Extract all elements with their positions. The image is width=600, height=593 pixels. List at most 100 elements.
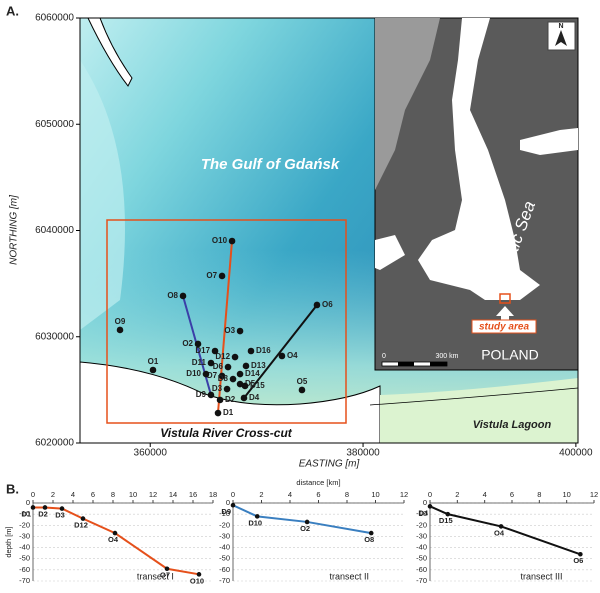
x-tick-label: 10 bbox=[562, 490, 570, 499]
station-label: D15 bbox=[250, 381, 265, 390]
y-tick-label: -40 bbox=[416, 543, 427, 552]
station bbox=[224, 363, 232, 371]
x-tick-label: 12 bbox=[590, 490, 598, 499]
y-tick-label: 6050000 bbox=[35, 119, 74, 130]
station-label: D17 bbox=[195, 346, 210, 355]
point-label: D9 bbox=[221, 507, 231, 516]
x-tick-label: 4 bbox=[288, 490, 292, 499]
chart-title: transect II bbox=[330, 571, 370, 581]
station bbox=[194, 340, 202, 348]
point-label: D2 bbox=[38, 509, 48, 518]
y-tick-label: 6040000 bbox=[35, 225, 74, 236]
point-label: O6 bbox=[573, 556, 583, 565]
station bbox=[240, 394, 248, 402]
inset-map bbox=[374, 17, 579, 371]
x-tick-label: 4 bbox=[483, 490, 487, 499]
y-tick-label: 0 bbox=[423, 498, 427, 507]
x-tick-label: 14 bbox=[169, 490, 177, 499]
station-label: D1 bbox=[223, 408, 234, 417]
x-tick-label: 10 bbox=[371, 490, 379, 499]
station-label: D3 bbox=[212, 384, 223, 393]
station bbox=[116, 326, 124, 334]
station-label: O1 bbox=[148, 357, 159, 366]
station-label: D8 bbox=[218, 374, 229, 383]
transect-line bbox=[243, 304, 318, 399]
station bbox=[241, 382, 249, 390]
x-tick-label: 6 bbox=[91, 490, 95, 499]
x-tick-label: 2 bbox=[51, 490, 55, 499]
station-label: D10 bbox=[186, 369, 201, 378]
station-label: D5 bbox=[245, 379, 256, 388]
y-tick-label: -30 bbox=[416, 531, 427, 540]
point-label: O10 bbox=[190, 576, 204, 585]
point-label: D15 bbox=[439, 516, 453, 525]
point bbox=[112, 530, 118, 536]
point bbox=[80, 516, 86, 521]
y-tick-label: -60 bbox=[19, 565, 30, 574]
x-tick-label: 12 bbox=[149, 490, 157, 499]
station bbox=[313, 301, 321, 309]
point-label: D10 bbox=[248, 518, 262, 527]
point bbox=[368, 530, 374, 536]
station bbox=[218, 372, 226, 380]
station-label: O10 bbox=[212, 236, 228, 245]
y-tick-label: -10 bbox=[219, 509, 230, 518]
box-label: Vistula River Cross-cut bbox=[160, 426, 293, 440]
scale-label: 300 km bbox=[436, 353, 459, 360]
x-tick-label: 8 bbox=[537, 490, 541, 499]
point-label: O2 bbox=[300, 524, 310, 533]
x-tick-label: 12 bbox=[400, 490, 408, 499]
station bbox=[228, 237, 236, 245]
x-tick-label: 2 bbox=[455, 490, 459, 499]
y-tick-label: -20 bbox=[219, 520, 230, 529]
x-tick-label: 0 bbox=[231, 490, 235, 499]
station bbox=[179, 292, 187, 300]
y-tick-label: -50 bbox=[19, 554, 30, 563]
station-label: D6 bbox=[213, 362, 224, 371]
x-tick-label: 2 bbox=[259, 490, 263, 499]
station bbox=[216, 396, 224, 404]
station bbox=[247, 347, 255, 355]
point-label: D3 bbox=[55, 511, 65, 520]
north-label: N bbox=[558, 23, 563, 30]
x-tick-label: 0 bbox=[31, 490, 35, 499]
point bbox=[230, 502, 236, 508]
point-label: D1 bbox=[21, 509, 31, 518]
y-tick-label: -10 bbox=[416, 509, 427, 518]
lagoon-label: Vistula Lagoon bbox=[473, 419, 552, 431]
chart-title: transect I bbox=[137, 571, 174, 581]
point-label: O4 bbox=[494, 528, 505, 537]
station-label: O8 bbox=[167, 291, 178, 300]
station-label: D4 bbox=[249, 393, 260, 402]
station bbox=[229, 375, 237, 383]
point-label: O7 bbox=[160, 571, 170, 580]
x-tick-label: 380000 bbox=[346, 448, 380, 459]
profile-line bbox=[429, 505, 581, 556]
gulf-label: The Gulf of Gdańsk bbox=[201, 156, 340, 173]
station bbox=[223, 385, 231, 393]
x-tick-label: 18 bbox=[209, 490, 217, 499]
y-tick-label: 6060000 bbox=[35, 13, 74, 24]
y-tick-label: -60 bbox=[219, 565, 230, 574]
y-tick-label: -30 bbox=[19, 531, 30, 540]
station-label: D7 bbox=[207, 371, 218, 380]
y-tick-label: 0 bbox=[226, 498, 230, 507]
x-tick-label: 16 bbox=[189, 490, 197, 499]
point bbox=[427, 504, 433, 509]
point bbox=[196, 572, 202, 577]
y-tick-label: -60 bbox=[416, 565, 427, 574]
study-box bbox=[106, 219, 347, 424]
point bbox=[59, 506, 65, 511]
x-tick-label: 4 bbox=[71, 490, 75, 499]
station-label: O3 bbox=[224, 326, 235, 335]
y-tick-label: -30 bbox=[219, 531, 230, 540]
scale-label: 0 bbox=[382, 353, 386, 360]
point bbox=[304, 519, 310, 525]
y-axis-label: depth [m] bbox=[4, 526, 13, 557]
station-label: D11 bbox=[192, 358, 207, 367]
station-label: D2 bbox=[225, 395, 236, 404]
point bbox=[498, 524, 504, 529]
station bbox=[298, 386, 306, 394]
station bbox=[236, 380, 244, 388]
